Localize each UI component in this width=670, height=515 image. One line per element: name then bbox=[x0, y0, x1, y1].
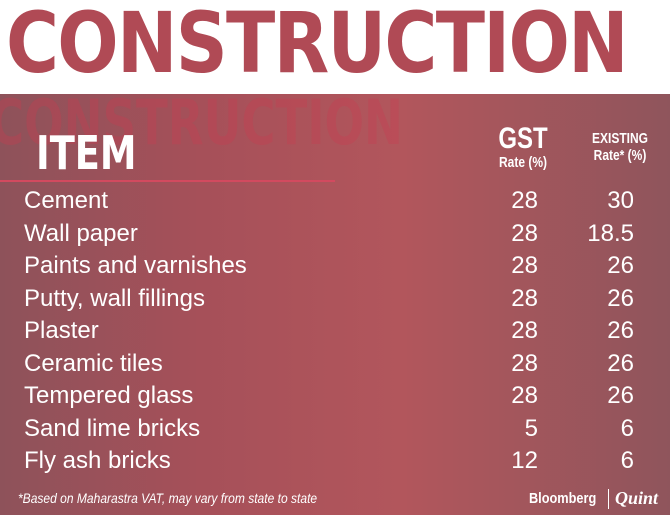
gst-rate: 5 bbox=[524, 414, 538, 442]
gst-rate: 28 bbox=[511, 252, 538, 279]
existing-rate: 26 bbox=[607, 252, 634, 279]
existing-rate: 18.5 bbox=[587, 219, 634, 247]
header-existing-top: EXISTING bbox=[591, 130, 648, 147]
item-name: Fly ash bricks bbox=[24, 447, 171, 474]
table-row: Tempered glass 28 26 bbox=[0, 382, 670, 414]
header-gst-top: GST bbox=[498, 122, 548, 155]
logo-separator bbox=[607, 488, 609, 509]
table-row: Fly ash bricks 12 6 bbox=[0, 447, 670, 479]
logo-quint: Quint bbox=[614, 488, 658, 508]
table-panel: CONSTRUCTION ITEM GST Rate (%) EXISTING … bbox=[0, 94, 670, 515]
header-gst: GST Rate (%) bbox=[492, 122, 554, 171]
item-name: Putty, wall fillings bbox=[24, 284, 205, 312]
gst-rate: 28 bbox=[511, 187, 538, 214]
item-name: Cement bbox=[24, 187, 109, 214]
header-existing-bottom: Rate* (%) bbox=[593, 147, 647, 164]
existing-rate: 30 bbox=[607, 187, 634, 214]
table-row: Putty, wall fillings 28 26 bbox=[0, 285, 670, 317]
table-row: Sand lime bricks 5 6 bbox=[0, 415, 670, 447]
header-divider bbox=[0, 180, 335, 182]
existing-rate: 26 bbox=[607, 317, 634, 344]
existing-rate: 26 bbox=[607, 349, 634, 377]
table-row: Plaster 28 26 bbox=[0, 317, 670, 349]
gst-rate: 28 bbox=[511, 284, 538, 312]
header-existing: EXISTING Rate* (%) bbox=[574, 130, 666, 164]
logo-bloomberg: Bloomberg bbox=[528, 490, 597, 507]
item-name: Ceramic tiles bbox=[24, 349, 163, 377]
page-title: CONSTRUCTION bbox=[6, 0, 629, 92]
gst-rate: 28 bbox=[511, 317, 538, 344]
ghost-title-watermark: CONSTRUCTION bbox=[0, 94, 403, 159]
gst-rate: 28 bbox=[511, 349, 538, 377]
header-gst-bottom: Rate (%) bbox=[498, 154, 547, 171]
existing-rate: 6 bbox=[620, 447, 634, 474]
gst-rate: 12 bbox=[511, 447, 538, 474]
title-banner: CONSTRUCTION bbox=[0, 0, 670, 94]
existing-rate: 26 bbox=[607, 284, 634, 312]
gst-rate: 28 bbox=[511, 382, 538, 409]
gst-rate: 28 bbox=[511, 219, 538, 247]
table-row: Cement 28 30 bbox=[0, 187, 670, 219]
table-row: Ceramic tiles 28 26 bbox=[0, 350, 670, 382]
existing-rate: 6 bbox=[620, 414, 634, 442]
existing-rate: 26 bbox=[607, 382, 634, 409]
header-item: ITEM bbox=[36, 126, 137, 180]
item-name: Plaster bbox=[24, 317, 99, 344]
item-name: Tempered glass bbox=[24, 382, 194, 409]
item-name: Wall paper bbox=[24, 219, 138, 247]
table-row: Paints and varnishes 28 26 bbox=[0, 252, 670, 284]
footnote: *Based on Maharastra VAT, may vary from … bbox=[18, 490, 318, 506]
table-row: Wall paper 28 18.5 bbox=[0, 220, 670, 252]
item-name: Sand lime bricks bbox=[24, 414, 201, 442]
item-name: Paints and varnishes bbox=[24, 252, 247, 279]
logo: Bloomberg Quint bbox=[523, 488, 658, 509]
